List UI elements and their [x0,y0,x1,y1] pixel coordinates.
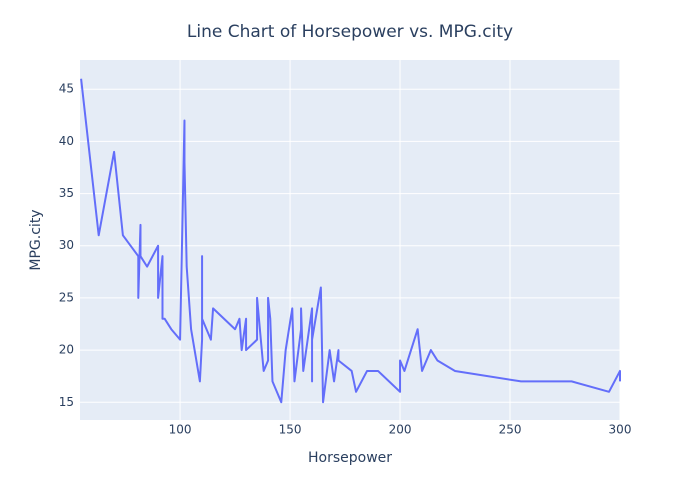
y-tick-label: 35 [59,186,74,200]
x-tick-label: 250 [499,423,522,437]
x-tick-label: 300 [609,423,632,437]
plot-area [80,60,620,420]
x-tick-label: 100 [169,423,192,437]
x-tick-label: 200 [389,423,412,437]
line-series [80,78,621,404]
x-axis-label: Horsepower [308,450,392,466]
y-tick-label: 40 [59,134,74,148]
y-tick-label: 25 [59,290,74,304]
y-tick-label: 30 [59,238,74,252]
y-tick-label: 20 [59,343,74,357]
y-tick-label: 15 [59,395,74,409]
chart-title: Line Chart of Horsepower vs. MPG.city [187,22,513,42]
y-tick-label: 45 [59,82,74,96]
y-axis-label: MPG.city [28,209,44,270]
x-tick-label: 150 [279,423,302,437]
